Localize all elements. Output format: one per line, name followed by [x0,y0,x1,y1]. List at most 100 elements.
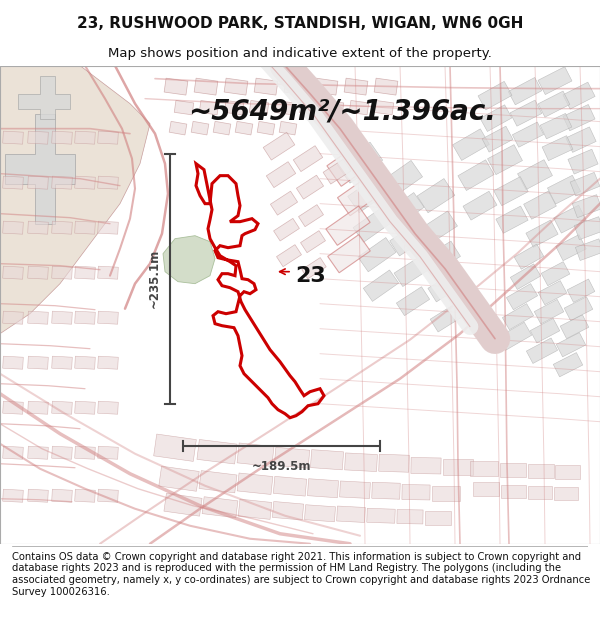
Polygon shape [74,356,95,369]
Polygon shape [2,131,23,144]
Polygon shape [249,101,269,115]
Polygon shape [52,311,73,324]
Polygon shape [560,315,589,339]
Polygon shape [340,481,370,499]
Polygon shape [52,489,73,502]
Text: ~235.1m: ~235.1m [148,249,161,308]
Polygon shape [74,221,95,234]
Polygon shape [379,454,409,472]
Polygon shape [374,78,398,95]
Polygon shape [98,221,118,234]
Polygon shape [327,140,378,186]
Polygon shape [169,121,187,135]
Polygon shape [279,121,297,135]
Polygon shape [323,159,351,184]
Polygon shape [553,352,583,377]
Polygon shape [528,464,554,478]
Polygon shape [98,176,118,189]
Polygon shape [194,78,218,95]
Polygon shape [28,311,49,324]
Polygon shape [159,466,199,491]
Polygon shape [488,144,523,174]
Polygon shape [2,489,23,502]
Polygon shape [482,126,513,152]
Polygon shape [326,206,370,246]
Polygon shape [277,244,301,267]
Polygon shape [534,299,564,324]
Polygon shape [274,101,294,115]
Polygon shape [389,223,427,256]
Polygon shape [511,264,541,289]
Polygon shape [501,485,526,498]
Polygon shape [541,262,570,286]
Polygon shape [417,179,455,212]
Polygon shape [542,136,573,161]
Polygon shape [2,401,23,414]
Polygon shape [28,489,49,502]
Polygon shape [430,304,462,332]
Polygon shape [572,194,600,218]
Polygon shape [422,211,457,242]
Polygon shape [554,487,578,500]
Polygon shape [506,284,538,310]
Polygon shape [28,176,49,189]
Polygon shape [191,121,209,135]
Polygon shape [432,486,460,501]
Polygon shape [28,221,49,234]
Polygon shape [364,270,398,301]
Polygon shape [463,191,497,220]
Polygon shape [528,486,552,499]
Polygon shape [547,175,581,204]
Polygon shape [402,484,430,500]
Polygon shape [397,509,423,524]
Polygon shape [563,104,595,131]
Polygon shape [202,497,238,518]
Polygon shape [328,234,370,272]
Polygon shape [28,131,49,144]
Polygon shape [554,205,586,233]
Polygon shape [452,129,490,161]
Polygon shape [386,192,424,227]
Polygon shape [478,81,512,110]
Polygon shape [74,446,95,459]
Polygon shape [538,91,570,117]
Polygon shape [305,505,335,522]
Polygon shape [224,101,244,115]
Polygon shape [353,207,393,242]
Polygon shape [299,101,319,115]
Polygon shape [237,443,274,466]
Polygon shape [524,191,556,219]
Polygon shape [564,297,593,321]
Polygon shape [274,476,307,496]
Text: ~189.5m: ~189.5m [252,460,311,472]
Polygon shape [498,322,532,350]
Polygon shape [382,161,422,197]
Polygon shape [237,473,273,494]
Polygon shape [238,499,272,519]
Polygon shape [296,175,323,199]
Polygon shape [74,489,95,502]
Polygon shape [235,121,253,135]
Polygon shape [555,465,580,479]
Text: Contains OS data © Crown copyright and database right 2021. This information is : Contains OS data © Crown copyright and d… [12,552,590,597]
Polygon shape [570,173,600,196]
Polygon shape [367,508,395,523]
Polygon shape [473,482,499,496]
Polygon shape [2,266,23,279]
Polygon shape [337,506,365,522]
Polygon shape [556,234,586,261]
Polygon shape [563,82,595,109]
Polygon shape [52,131,73,144]
Polygon shape [510,100,542,126]
Polygon shape [98,356,118,369]
Polygon shape [28,446,49,459]
Polygon shape [293,146,323,172]
Polygon shape [500,462,526,477]
Polygon shape [374,101,394,115]
Polygon shape [18,76,70,119]
Polygon shape [428,274,460,302]
Text: Map shows position and indicative extent of the property.: Map shows position and indicative extent… [108,48,492,60]
Polygon shape [556,332,586,357]
Polygon shape [2,311,23,324]
Polygon shape [2,176,23,189]
